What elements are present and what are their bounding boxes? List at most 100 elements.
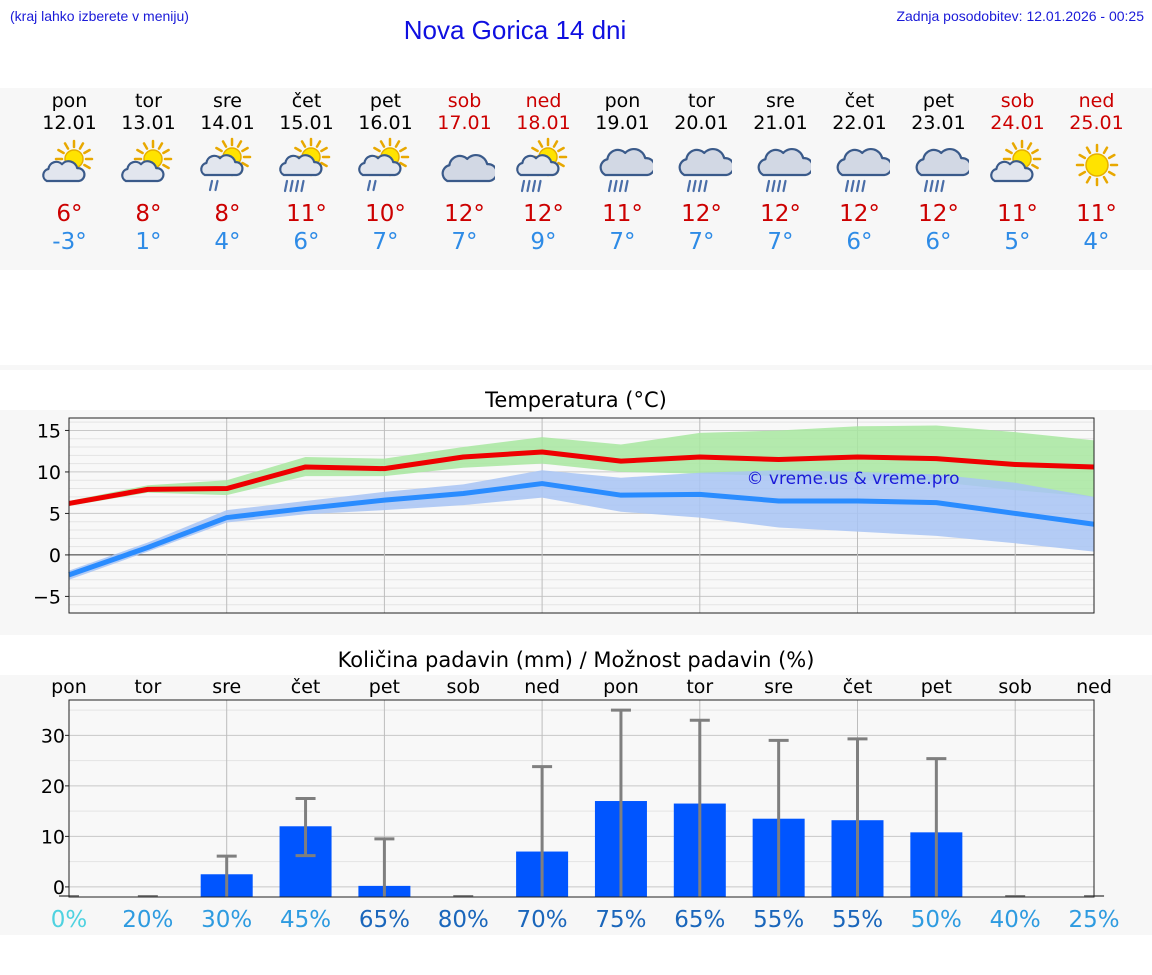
y-tick-label: 30 <box>41 725 65 747</box>
probability-label: 55% <box>832 907 883 933</box>
category-label: sre <box>212 676 241 698</box>
rain-drops <box>607 179 629 193</box>
day-name: tor <box>135 90 162 112</box>
min-temp-band <box>69 470 1095 580</box>
day-name: pon <box>604 90 641 112</box>
temp-min: 5° <box>1004 229 1031 255</box>
sun-ray <box>157 142 163 150</box>
category-label: tor <box>134 676 161 698</box>
day-name: sre <box>213 90 242 112</box>
sun-ray <box>319 146 328 153</box>
rain-drop <box>618 179 623 193</box>
sun-ray <box>236 140 242 148</box>
probability-label: 25% <box>1068 907 1119 933</box>
sun-ray <box>537 140 543 148</box>
rain-drop <box>213 179 219 192</box>
y-tick-label: −5 <box>33 586 61 608</box>
sun-rays <box>1075 143 1118 187</box>
forecast-day: čet 22.01 12° 6° <box>820 90 899 256</box>
sun-ray <box>161 163 170 170</box>
day-name: tor <box>688 90 715 112</box>
temp-max: 12° <box>523 201 564 227</box>
temp-max: 12° <box>839 201 880 227</box>
rain-drops <box>765 179 787 193</box>
forecast-day: sob 24.01 11° 5° <box>978 90 1057 256</box>
category-label: pet <box>369 676 400 698</box>
sun-ray <box>552 140 558 148</box>
temp-min: 1° <box>135 229 162 255</box>
y-tick-label: 10 <box>41 826 65 848</box>
plot-frame <box>68 699 1095 898</box>
sun-ray <box>1085 175 1091 184</box>
rain-drop <box>366 179 371 192</box>
y-tick-label: 15 <box>37 420 61 442</box>
cloud-icon <box>441 153 495 183</box>
cloud-shape <box>278 154 322 177</box>
forecast-day: sob 17.01 12° 7° <box>425 90 504 256</box>
forecast-day: sre 14.01 8° 4° <box>188 90 267 256</box>
temp-max: 12° <box>681 201 722 227</box>
rain-drop <box>855 179 860 193</box>
probability-label: 0% <box>51 907 88 933</box>
rain-drop <box>770 179 776 193</box>
y-tick-label: 0 <box>53 877 65 899</box>
cloud-rain-icon <box>678 147 732 193</box>
forecast-day: tor 20.01 12° 7° <box>662 90 741 256</box>
category-label: pet <box>921 676 952 698</box>
y-tick-label: 20 <box>41 776 65 798</box>
temp-min: 7° <box>688 229 715 255</box>
rain-drop <box>686 179 691 193</box>
rain-drop <box>283 179 288 193</box>
temp-max: 8° <box>135 201 162 227</box>
day-date: 14.01 <box>200 112 255 134</box>
temp-max: 10° <box>365 201 406 227</box>
sun-ray <box>398 161 407 168</box>
sun-ray <box>372 146 381 153</box>
separator-band <box>0 365 1152 370</box>
rain-drop <box>294 179 299 193</box>
rain-drop <box>844 179 849 193</box>
forecast-day: ned 25.01 11° 4° <box>1057 90 1136 256</box>
rain-drop <box>939 179 945 193</box>
temp-max: 12° <box>918 201 959 227</box>
temp-min: 4° <box>1083 229 1110 255</box>
rain-drop <box>765 179 770 193</box>
cloud-shape <box>515 154 559 177</box>
sun-cloud-icon <box>41 139 93 183</box>
cloud-shape <box>357 154 401 177</box>
sun-ray <box>1085 146 1091 155</box>
probability-label: 80% <box>438 907 489 933</box>
sun-rain-light-icon <box>199 137 251 192</box>
sun-ray <box>240 161 249 168</box>
day-date: 17.01 <box>437 112 492 134</box>
category-label: sob <box>998 676 1032 698</box>
temp-min: 6° <box>293 229 320 255</box>
sun-ray <box>82 148 91 155</box>
sun-ray <box>394 140 400 148</box>
day-date: 25.01 <box>1069 112 1124 134</box>
sun-ray <box>214 146 223 153</box>
rain-drop <box>299 179 305 193</box>
category-label: čet <box>843 676 873 698</box>
rain-drop <box>691 179 697 193</box>
day-date: 19.01 <box>595 112 650 134</box>
temp-max: 11° <box>602 201 643 227</box>
category-label: čet <box>291 676 321 698</box>
sun-ray <box>293 146 302 153</box>
forecast-day: ned 18.01 12° 9° <box>504 90 583 256</box>
menu-hint: (kraj lahko izberete v meniju) <box>10 8 189 24</box>
sun-ray <box>142 142 148 150</box>
category-label: ned <box>1076 676 1112 698</box>
rain-drop <box>697 179 702 193</box>
temp-min: 7° <box>609 229 636 255</box>
temp-min: -3° <box>52 229 87 255</box>
sun-ray <box>63 142 69 150</box>
sun-rain-light-icon <box>357 137 409 192</box>
y-tick-label: 5 <box>49 503 61 525</box>
cloud-shape <box>678 147 732 177</box>
cloud-rain-icon <box>836 147 890 193</box>
day-name: sob <box>447 90 482 112</box>
rain-drop <box>781 179 787 193</box>
rain-drop <box>702 179 708 193</box>
cloud-shape <box>989 160 1033 183</box>
